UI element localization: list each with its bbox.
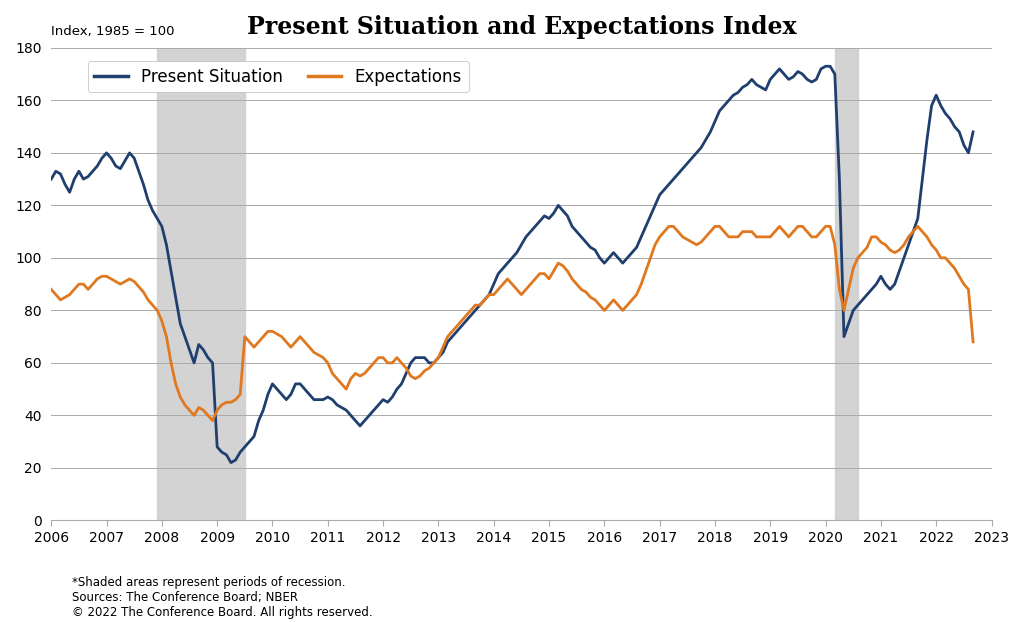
Present Situation: [386, 393, 398, 401]
Expectations: [967, 338, 979, 346]
Expectations: [386, 359, 398, 366]
Bar: [158, 48, 245, 521]
Title: Present Situation and Expectations Index: Present Situation and Expectations Index: [247, 15, 797, 39]
Expectations: [207, 417, 219, 424]
Expectations: [128, 278, 140, 285]
Present Situation: [967, 128, 979, 136]
Expectations: [548, 267, 560, 275]
Expectations: [50, 291, 62, 299]
Present Situation: [45, 175, 57, 183]
Present Situation: [819, 63, 831, 70]
Text: Index, 1985 = 100: Index, 1985 = 100: [51, 26, 175, 39]
Present Situation: [225, 459, 238, 466]
Expectations: [437, 343, 450, 351]
Line: Expectations: Expectations: [51, 226, 973, 420]
Expectations: [45, 285, 57, 293]
Present Situation: [437, 349, 450, 356]
Text: *Shaded areas represent periods of recession.
Sources: The Conference Board; NBE: *Shaded areas represent periods of reces…: [72, 576, 373, 619]
Present Situation: [50, 167, 62, 175]
Bar: [835, 48, 858, 521]
Expectations: [663, 223, 675, 230]
Present Situation: [548, 210, 560, 217]
Present Situation: [128, 154, 140, 162]
Line: Present Situation: Present Situation: [51, 67, 973, 463]
Present Situation: [898, 254, 910, 262]
Expectations: [898, 241, 910, 249]
Legend: Present Situation, Expectations: Present Situation, Expectations: [88, 61, 469, 92]
